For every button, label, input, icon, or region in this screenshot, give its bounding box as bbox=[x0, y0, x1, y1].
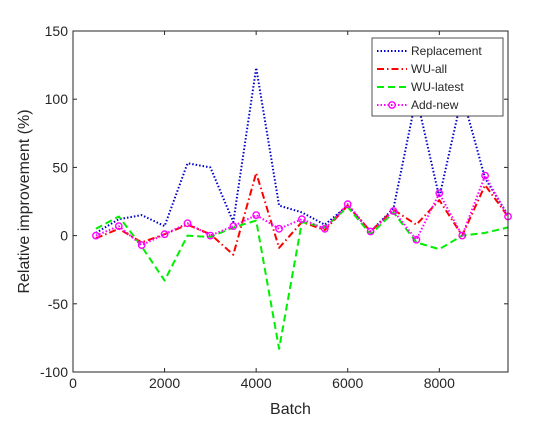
data-point bbox=[458, 231, 467, 240]
data-point bbox=[320, 224, 329, 233]
legend[interactable]: Replacement WU-all WU-latest Add-new bbox=[371, 37, 504, 117]
y-tick-label: 50 bbox=[52, 159, 68, 175]
series-layer bbox=[92, 66, 512, 350]
x-tick-label: 8000 bbox=[424, 375, 455, 391]
x-tick-label: 0 bbox=[69, 375, 77, 391]
legend-item[interactable]: WU-all bbox=[377, 62, 447, 76]
axes-frame bbox=[72, 30, 509, 373]
data-point bbox=[137, 241, 146, 250]
x-axis-label: Batch bbox=[270, 401, 311, 418]
y-tick-label: 100 bbox=[45, 91, 69, 107]
data-point bbox=[92, 231, 100, 240]
data-point bbox=[481, 171, 489, 180]
axes-border bbox=[72, 30, 509, 373]
x-tick-label: 4000 bbox=[241, 375, 272, 391]
data-point bbox=[229, 222, 238, 231]
legend-label: WU-all bbox=[411, 62, 447, 76]
data-point bbox=[206, 231, 215, 240]
x-tick-label: 6000 bbox=[332, 375, 363, 391]
data-point bbox=[297, 215, 306, 224]
data-point bbox=[183, 219, 192, 228]
legend-item[interactable]: Replacement bbox=[377, 44, 482, 58]
data-point bbox=[343, 200, 352, 209]
legend-label: Add-new bbox=[411, 98, 459, 112]
series-add-new bbox=[92, 171, 512, 250]
data-point bbox=[412, 235, 421, 244]
ticks: 0 2000 4000 6000 8000 -100 -50 0 50 100 150 bbox=[40, 23, 508, 391]
y-tick-label: -50 bbox=[48, 296, 68, 312]
data-point bbox=[275, 224, 283, 233]
data-point bbox=[252, 211, 261, 220]
legend-item[interactable]: WU-latest bbox=[377, 80, 464, 94]
data-point bbox=[160, 230, 169, 239]
legend-label: Replacement bbox=[411, 44, 482, 58]
data-point bbox=[435, 189, 444, 198]
data-point bbox=[366, 227, 375, 236]
x-tick-label: 2000 bbox=[149, 375, 180, 391]
y-tick-label: -100 bbox=[40, 364, 68, 380]
legend-label: WU-latest bbox=[411, 80, 464, 94]
data-point bbox=[114, 222, 123, 231]
y-tick-label: 0 bbox=[60, 228, 68, 244]
legend-marker bbox=[388, 101, 396, 109]
data-point bbox=[389, 207, 398, 215]
y-axis-label: Relative improvement (%) bbox=[16, 109, 33, 293]
legend-item[interactable]: Add-new bbox=[377, 98, 459, 112]
y-tick-label: 150 bbox=[45, 23, 69, 39]
